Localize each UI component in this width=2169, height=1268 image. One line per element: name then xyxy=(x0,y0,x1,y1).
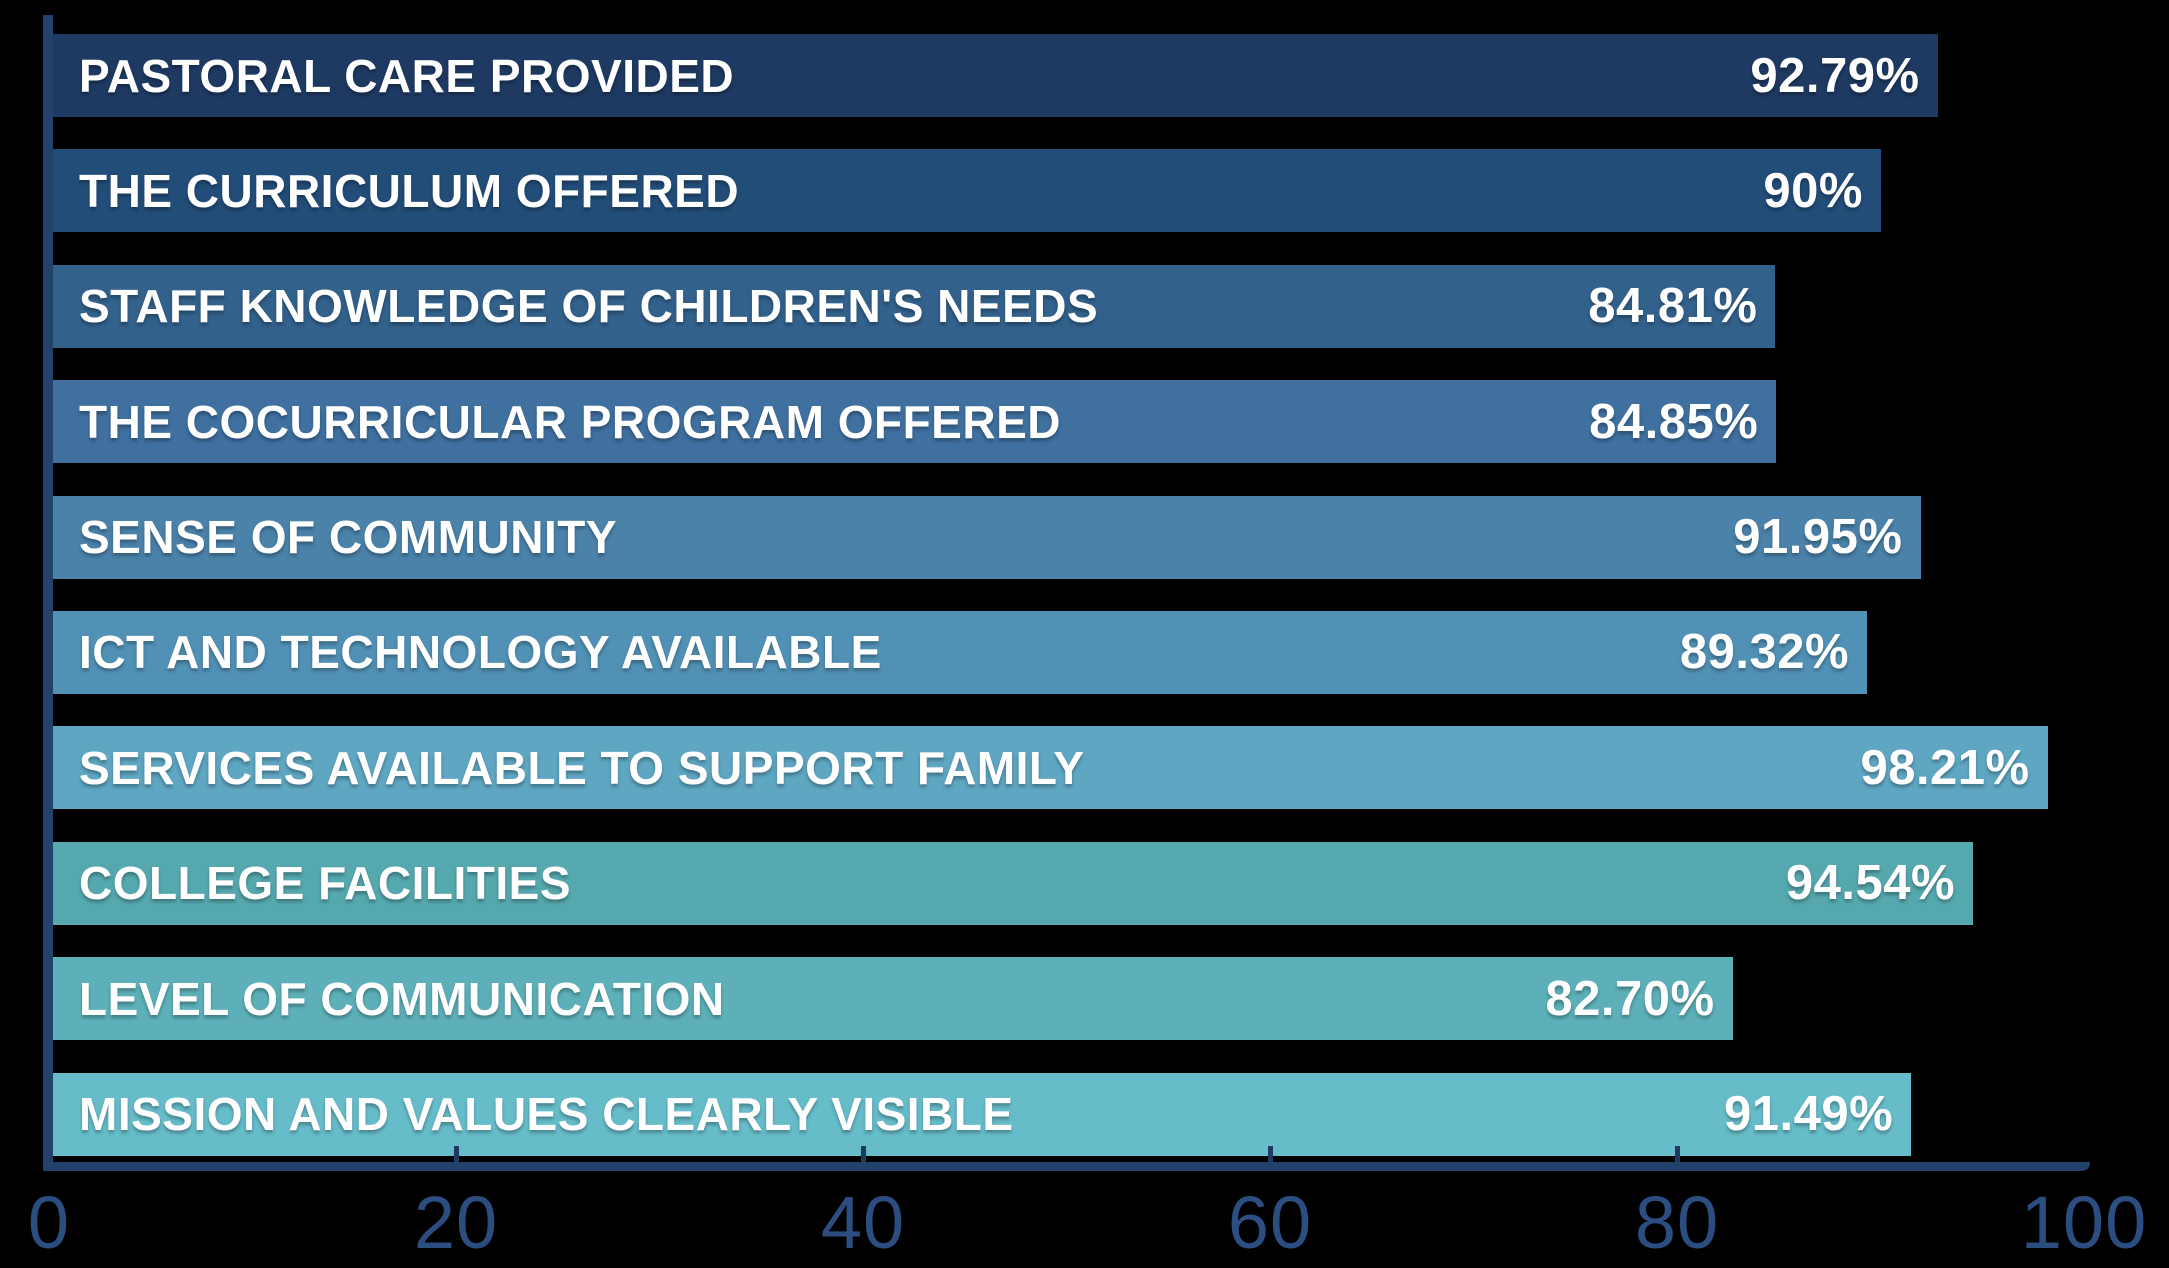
bar-category-label: COLLEGE FACILITIES xyxy=(79,857,572,910)
x-axis-line xyxy=(43,1162,2090,1171)
bar-row: THE COCURRICULAR PROGRAM OFFERED 84.85% xyxy=(53,380,1777,464)
bar-value-label: 84.85% xyxy=(1589,394,1759,449)
bar-value-label: 84.81% xyxy=(1588,279,1758,334)
x-tick-label: 20 xyxy=(413,1181,499,1264)
bar-value-label: 91.95% xyxy=(1733,510,1903,565)
bar-category-label: THE COCURRICULAR PROGRAM OFFERED xyxy=(79,395,1061,448)
bar-row: LEVEL OF COMMUNICATION 82.70% xyxy=(53,957,1733,1041)
bars-area: PASTORAL CARE PROVIDED 92.79% THE CURRIC… xyxy=(53,34,2084,1188)
x-tick-label: 80 xyxy=(1634,1181,1720,1264)
bar-category-label: LEVEL OF COMMUNICATION xyxy=(79,972,725,1025)
bar-value-label: 89.32% xyxy=(1679,625,1850,680)
x-tick-mark xyxy=(454,1146,459,1162)
x-tick-label: 60 xyxy=(1227,1181,1313,1264)
bar-category-label: SERVICES AVAILABLE TO SUPPORT FAMILY xyxy=(79,741,1085,794)
bar-row: ICT AND TECHNOLOGY AVAILABLE 89.32% xyxy=(53,610,1868,694)
bar-category-label: SENSE OF COMMUNITY xyxy=(79,511,618,564)
bar-value-label: 82.70% xyxy=(1545,971,1715,1026)
bar-category-label: PASTORAL CARE PROVIDED xyxy=(79,49,735,102)
bar-category-label: THE CURRICULUM OFFERED xyxy=(79,164,740,217)
x-tick-label: 0 xyxy=(27,1181,71,1264)
bar-row: COLLEGE FACILITIES 94.54% xyxy=(53,841,1974,925)
bar-value-label: 90% xyxy=(1763,163,1863,218)
bar-value-label: 91.49% xyxy=(1723,1087,1894,1142)
bar-row: SERVICES AVAILABLE TO SUPPORT FAMILY 98.… xyxy=(53,726,2048,810)
bar-row: SENSE OF COMMUNITY 91.95% xyxy=(53,495,1921,579)
x-tick-mark xyxy=(1675,1146,1680,1162)
bar-row: THE CURRICULUM OFFERED 90% xyxy=(53,149,1881,233)
bar-category-label: ICT AND TECHNOLOGY AVAILABLE xyxy=(79,626,882,679)
bar-category-label: MISSION AND VALUES CLEARLY VISIBLE xyxy=(79,1088,1014,1141)
bar-row: MISSION AND VALUES CLEARLY VISIBLE 91.49… xyxy=(53,1072,1912,1156)
bar-category-label: STAFF KNOWLEDGE OF CHILDREN'S NEEDS xyxy=(79,280,1099,333)
bar-value-label: 98.21% xyxy=(1860,740,2030,795)
bar-value-label: 92.79% xyxy=(1750,48,1920,103)
x-tick-label: 100 xyxy=(2020,1181,2148,1264)
x-tick-mark xyxy=(861,1146,866,1162)
bar-row: STAFF KNOWLEDGE OF CHILDREN'S NEEDS 84.8… xyxy=(53,264,1776,348)
y-axis-line xyxy=(43,15,53,1171)
x-tick-label: 40 xyxy=(820,1181,906,1264)
x-tick-mark xyxy=(1268,1146,1273,1162)
bar-row: PASTORAL CARE PROVIDED 92.79% xyxy=(53,34,1938,117)
bar-value-label: 94.54% xyxy=(1785,856,1956,911)
